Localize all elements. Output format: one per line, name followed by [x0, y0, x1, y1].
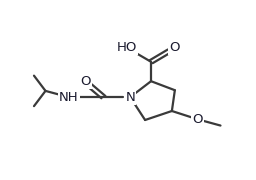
Text: O: O — [80, 75, 91, 88]
Text: O: O — [193, 113, 203, 126]
Text: HO: HO — [117, 41, 137, 54]
Text: O: O — [169, 41, 180, 54]
Text: N: N — [125, 91, 135, 104]
Text: NH: NH — [59, 91, 79, 104]
